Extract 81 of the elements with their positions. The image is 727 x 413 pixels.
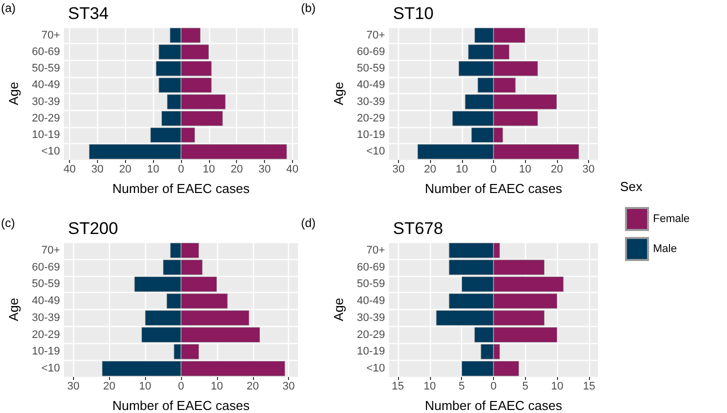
x-tick-label: 20	[550, 164, 563, 176]
text: (d)	[301, 216, 316, 230]
x-tick-label: 15	[392, 380, 404, 392]
text: (a)	[1, 1, 16, 15]
text: (c)	[1, 216, 15, 230]
y-tick-label: 20-29	[356, 112, 385, 124]
x-tick-label: 30	[258, 164, 271, 176]
y-axis-title: Age	[331, 298, 346, 322]
x-tick-label: 20	[119, 164, 132, 176]
chart-title: ST34	[68, 4, 109, 23]
x-tick-label: 5	[458, 380, 465, 392]
x-tick-label: 30	[392, 164, 405, 176]
x-tick-label: 40	[63, 164, 76, 176]
chart-title: ST200	[68, 219, 118, 238]
y-tick-label: 30-39	[32, 96, 60, 108]
x-tick-label: 30	[91, 164, 104, 176]
text: (b)	[301, 1, 316, 15]
x-tick-label: 10	[202, 164, 215, 176]
y-tick-label: 10-19	[32, 346, 60, 358]
x-tick-label: 10	[138, 380, 152, 392]
x-tick-label: 30	[282, 380, 295, 392]
x-tick-label: 10	[551, 380, 564, 392]
y-axis-title: Age	[6, 82, 21, 106]
y-tick-label: <10	[366, 146, 385, 158]
y-axis-title: Age	[6, 298, 21, 322]
x-tick-label: 30	[582, 164, 595, 176]
y-tick-label: 20-29	[32, 328, 60, 341]
y-tick-label: 50-59	[32, 278, 60, 290]
y-tick-label: 70+	[366, 29, 385, 42]
legend-label: Male	[653, 243, 677, 255]
y-tick-label: <10	[41, 146, 60, 158]
y-tick-label: 50-59	[356, 62, 385, 75]
y-tick-label: 20-29	[356, 328, 385, 341]
x-tick-label: 20	[230, 164, 243, 176]
y-tick-label: <10	[366, 362, 385, 375]
x-tick-label: 5	[522, 380, 528, 392]
x-axis-title: Number of EAEC cases	[112, 181, 250, 196]
x-tick-label: 10	[424, 380, 436, 392]
x-tick-label: 10	[519, 164, 532, 176]
y-tick-label: 10-19	[356, 129, 385, 142]
x-axis-title: Number of EAEC cases	[424, 181, 563, 196]
x-tick-label: 0	[490, 164, 497, 176]
x-tick-label: 10	[210, 380, 224, 392]
x-tick-label: 20	[103, 380, 116, 392]
y-tick-label: 70+	[366, 244, 385, 256]
y-tick-label: 10-19	[356, 346, 385, 358]
y-tick-label: 10-19	[32, 129, 60, 142]
y-tick-label: 20-29	[32, 112, 60, 124]
y-tick-label: 50-59	[32, 62, 60, 75]
legend-title: Sex	[620, 179, 643, 194]
x-axis-title: Number of EAEC cases	[112, 398, 250, 413]
y-tick-label: 40-49	[32, 79, 60, 92]
y-tick-label: 50-59	[356, 278, 385, 290]
y-tick-label: 60-69	[356, 46, 385, 58]
x-tick-label: 0	[178, 164, 184, 176]
chart-title: ST678	[393, 219, 444, 238]
y-tick-label: 70+	[41, 244, 60, 256]
y-tick-label: 60-69	[32, 46, 60, 58]
y-tick-label: 30-39	[356, 96, 385, 108]
y-tick-label: 40-49	[356, 295, 385, 308]
x-axis-title: Number of EAEC cases	[424, 398, 563, 413]
legend-label: Female	[653, 213, 690, 225]
x-tick-label: 30	[67, 380, 80, 392]
x-tick-label: 20	[424, 164, 436, 176]
x-tick-label: 10	[456, 164, 468, 176]
y-tick-label: 60-69	[356, 261, 385, 274]
y-axis-title: Age	[331, 82, 346, 106]
x-tick-label: 0	[490, 380, 497, 392]
x-tick-label: 10	[147, 164, 160, 176]
y-tick-label: 70+	[41, 29, 60, 42]
x-tick-label: 0	[178, 380, 184, 392]
y-tick-label: 30-39	[356, 312, 385, 324]
x-tick-label: 20	[246, 380, 259, 392]
chart-title: ST10	[393, 4, 434, 23]
y-tick-label: 40-49	[32, 295, 60, 308]
x-tick-label: 15	[582, 380, 596, 392]
y-tick-label: 40-49	[356, 79, 385, 92]
y-tick-label: 30-39	[32, 312, 60, 324]
y-tick-label: 60-69	[32, 261, 60, 274]
x-tick-label: 40	[286, 164, 299, 176]
y-tick-label: <10	[41, 362, 60, 375]
